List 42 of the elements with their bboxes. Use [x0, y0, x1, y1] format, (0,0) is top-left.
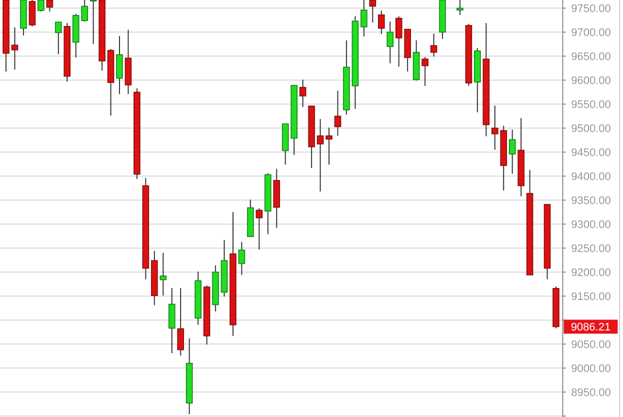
candlestick — [160, 252, 167, 296]
candlestick — [386, 21, 394, 64]
candlestick — [177, 287, 184, 356]
y-tick-label: 9650.00 — [571, 50, 611, 63]
y-tick-label: 9350.00 — [571, 194, 611, 207]
candlestick — [369, 0, 376, 24]
candlestick — [46, 0, 54, 12]
candlestick — [456, 0, 464, 16]
text: 9086.21 — [570, 322, 611, 334]
candlestick — [38, 0, 44, 12]
candlestick — [256, 208, 263, 250]
candlestick — [378, 10, 385, 35]
candlestick — [28, 0, 36, 27]
y-tick-label: 9600.00 — [571, 74, 611, 87]
candlestick — [11, 26, 18, 70]
y-tick-label: 9750.00 — [571, 3, 611, 16]
candlestick — [360, 0, 368, 37]
y-tick-label: 9500.00 — [571, 122, 611, 135]
y-tick-label: 9700.00 — [571, 27, 611, 39]
y-tick-label: 9200.00 — [571, 266, 611, 279]
y-tick-label: 9550.00 — [571, 98, 611, 111]
candlestick — [508, 129, 516, 174]
candlestick — [55, 22, 62, 55]
candlestick — [316, 118, 324, 192]
candlestick — [116, 35, 123, 95]
candlestick — [238, 241, 246, 276]
y-tick-label: 9250.00 — [571, 242, 611, 255]
y-tick-label: 9300.00 — [571, 218, 611, 231]
candlestick — [334, 90, 342, 136]
y-tick-label: 9000.00 — [571, 362, 611, 375]
candlestick — [326, 127, 332, 166]
y-tick-label: 9050.00 — [571, 338, 611, 351]
candlestick — [90, 0, 97, 45]
y-tick-label: 9450.00 — [571, 146, 611, 159]
candlestick — [168, 287, 176, 354]
candlestick — [430, 33, 438, 58]
candlestick — [299, 79, 306, 108]
candlestick — [395, 16, 402, 68]
y-tick-label: 9400.00 — [571, 170, 611, 183]
y-tick-label: 9150.00 — [571, 290, 611, 303]
candlestick — [422, 56, 428, 86]
y-tick-label: 8950.00 — [571, 386, 611, 399]
